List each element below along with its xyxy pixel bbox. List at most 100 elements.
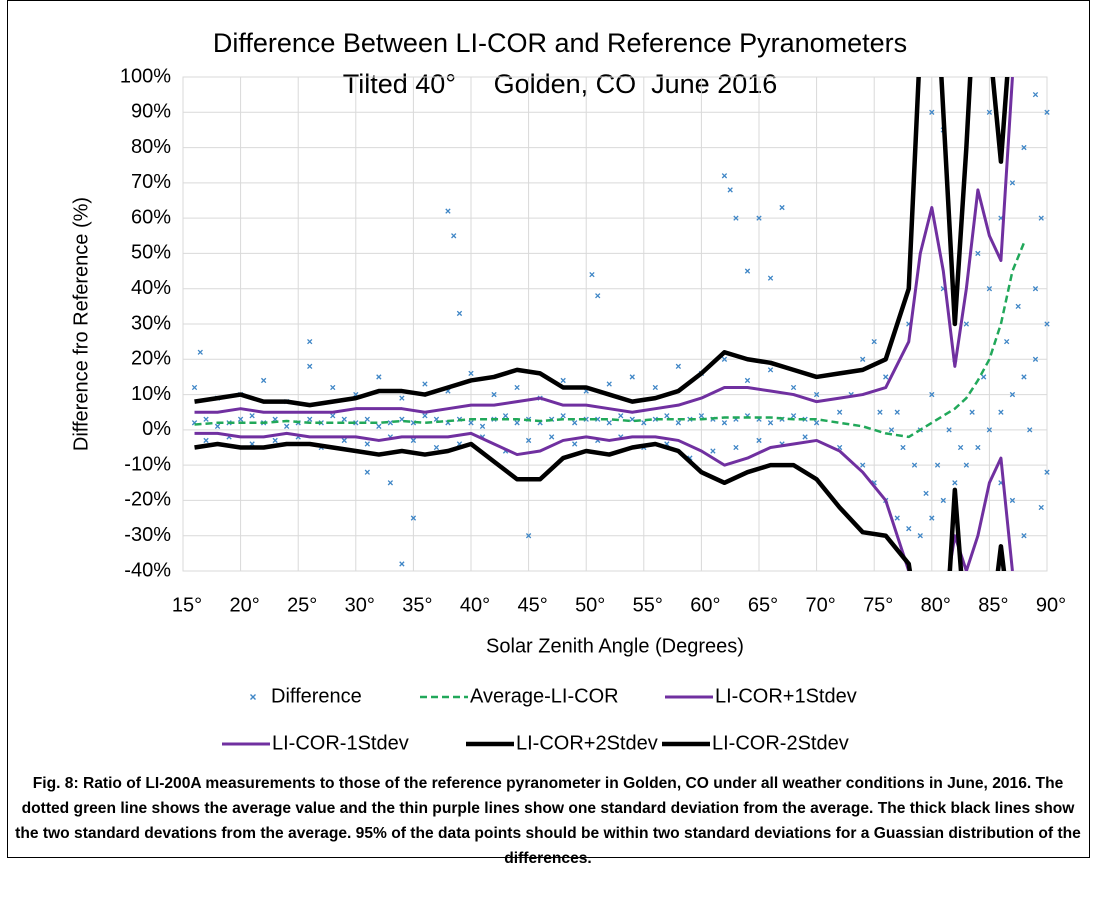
scatter-point	[929, 391, 935, 398]
scatter-point	[802, 434, 808, 440]
scatter-point	[445, 208, 451, 214]
scatter-point	[929, 515, 935, 521]
scatter-point	[940, 497, 946, 504]
scatter-point	[1021, 374, 1027, 380]
legend-label: LI-COR+1Stdev	[715, 685, 857, 707]
scatter-point	[710, 448, 716, 454]
scatter-point	[606, 381, 612, 387]
scatter-point	[1038, 504, 1044, 511]
scatter-point	[422, 381, 428, 387]
x-tick-label: 15°	[172, 594, 202, 616]
scatter-point	[364, 441, 370, 447]
scatter-point	[767, 420, 774, 426]
scatter-point	[1032, 356, 1039, 362]
scatter-point	[514, 420, 520, 426]
x-tick-label: 70°	[805, 594, 835, 616]
legend-marker	[250, 694, 256, 700]
scatter-point	[1032, 286, 1039, 292]
y-axis-label: Difference fro Reference (%)	[70, 197, 92, 451]
legend-label: LI-COR+2Stdev	[516, 732, 658, 754]
scatter-point	[1044, 469, 1050, 475]
scatter-point	[975, 444, 981, 451]
scatter-point	[364, 469, 370, 475]
grid	[182, 76, 1048, 572]
scatter-point	[813, 420, 820, 426]
y-tick-label: -10%	[124, 453, 171, 475]
scatter-point	[986, 427, 993, 433]
scatter-point	[894, 409, 900, 415]
chart-subtitle: Tilted 40° Golden, CO June 2016	[343, 69, 778, 99]
scatter-point	[491, 391, 497, 398]
y-tick-label: 60%	[131, 206, 171, 228]
scatter-point	[733, 215, 739, 221]
scatter-point	[767, 275, 774, 281]
scatter-point	[1044, 109, 1050, 115]
scatter-point	[721, 356, 728, 362]
scatter-point	[957, 444, 964, 451]
y-tick-label: -20%	[124, 489, 171, 511]
scatter-point	[341, 416, 347, 422]
scatter-point	[560, 377, 566, 384]
scatter-point	[606, 420, 612, 426]
scatter-point	[364, 416, 370, 422]
scatter-point	[203, 437, 209, 444]
x-tick-label: 75°	[863, 594, 893, 616]
scatter-point	[813, 391, 820, 398]
chart-title: Difference Between LI-COR and Reference …	[213, 28, 907, 58]
scatter-point	[727, 187, 733, 193]
y-tick-label: 20%	[131, 348, 171, 370]
series-line	[194, 431, 1014, 571]
scatter-point	[652, 416, 658, 422]
scatter-point	[307, 363, 313, 370]
legend-label: Difference	[271, 685, 362, 707]
scatter-point	[387, 480, 394, 486]
y-tick-label: 80%	[131, 136, 171, 158]
x-tick-label: 35°	[402, 594, 432, 616]
scatter-point	[946, 427, 952, 433]
scatter-point	[883, 374, 889, 380]
scatter-point	[572, 420, 578, 426]
scatter-point	[744, 268, 751, 274]
y-tick-label: 10%	[131, 383, 171, 405]
scatter-point	[980, 374, 987, 380]
series-line	[194, 242, 1026, 439]
scatter-point	[744, 377, 751, 384]
scatter-point	[1004, 338, 1010, 345]
y-tick-label: 0%	[142, 418, 171, 440]
scatter-point	[877, 409, 883, 415]
scatter-point	[906, 525, 912, 532]
scatter-point	[888, 427, 895, 433]
scatter-point	[583, 416, 589, 422]
scatter-point	[451, 233, 457, 239]
scatter-point	[1032, 91, 1039, 98]
scatter-point	[860, 462, 866, 468]
scatter-point	[422, 413, 428, 419]
scatter-point	[1038, 215, 1044, 221]
scatter-point	[376, 423, 382, 429]
scatter-point	[664, 413, 670, 419]
y-tick-label: -40%	[124, 559, 171, 581]
scatter-point	[589, 271, 595, 278]
scatter-point	[1015, 303, 1021, 310]
scatter-point	[330, 384, 336, 391]
scatter-point	[399, 395, 405, 401]
x-tick-label: 50°	[575, 594, 605, 616]
scatter-point	[191, 384, 198, 391]
scatter-point	[986, 109, 993, 115]
scatter-point	[525, 437, 532, 444]
scatter-point	[272, 437, 278, 444]
x-tick-label: 60°	[690, 594, 720, 616]
scatter-point	[560, 413, 566, 419]
scatter-point	[871, 338, 877, 345]
scatter-point	[197, 349, 203, 355]
scatter-point	[917, 533, 923, 539]
scatter-point	[675, 363, 682, 370]
scatter-point	[525, 533, 532, 539]
scatter-point	[572, 441, 578, 447]
series-line	[194, 441, 1007, 571]
scatter-point	[399, 561, 405, 567]
frame	[7, 0, 1090, 858]
scatter-point	[618, 413, 624, 419]
scatter-point	[756, 437, 762, 444]
